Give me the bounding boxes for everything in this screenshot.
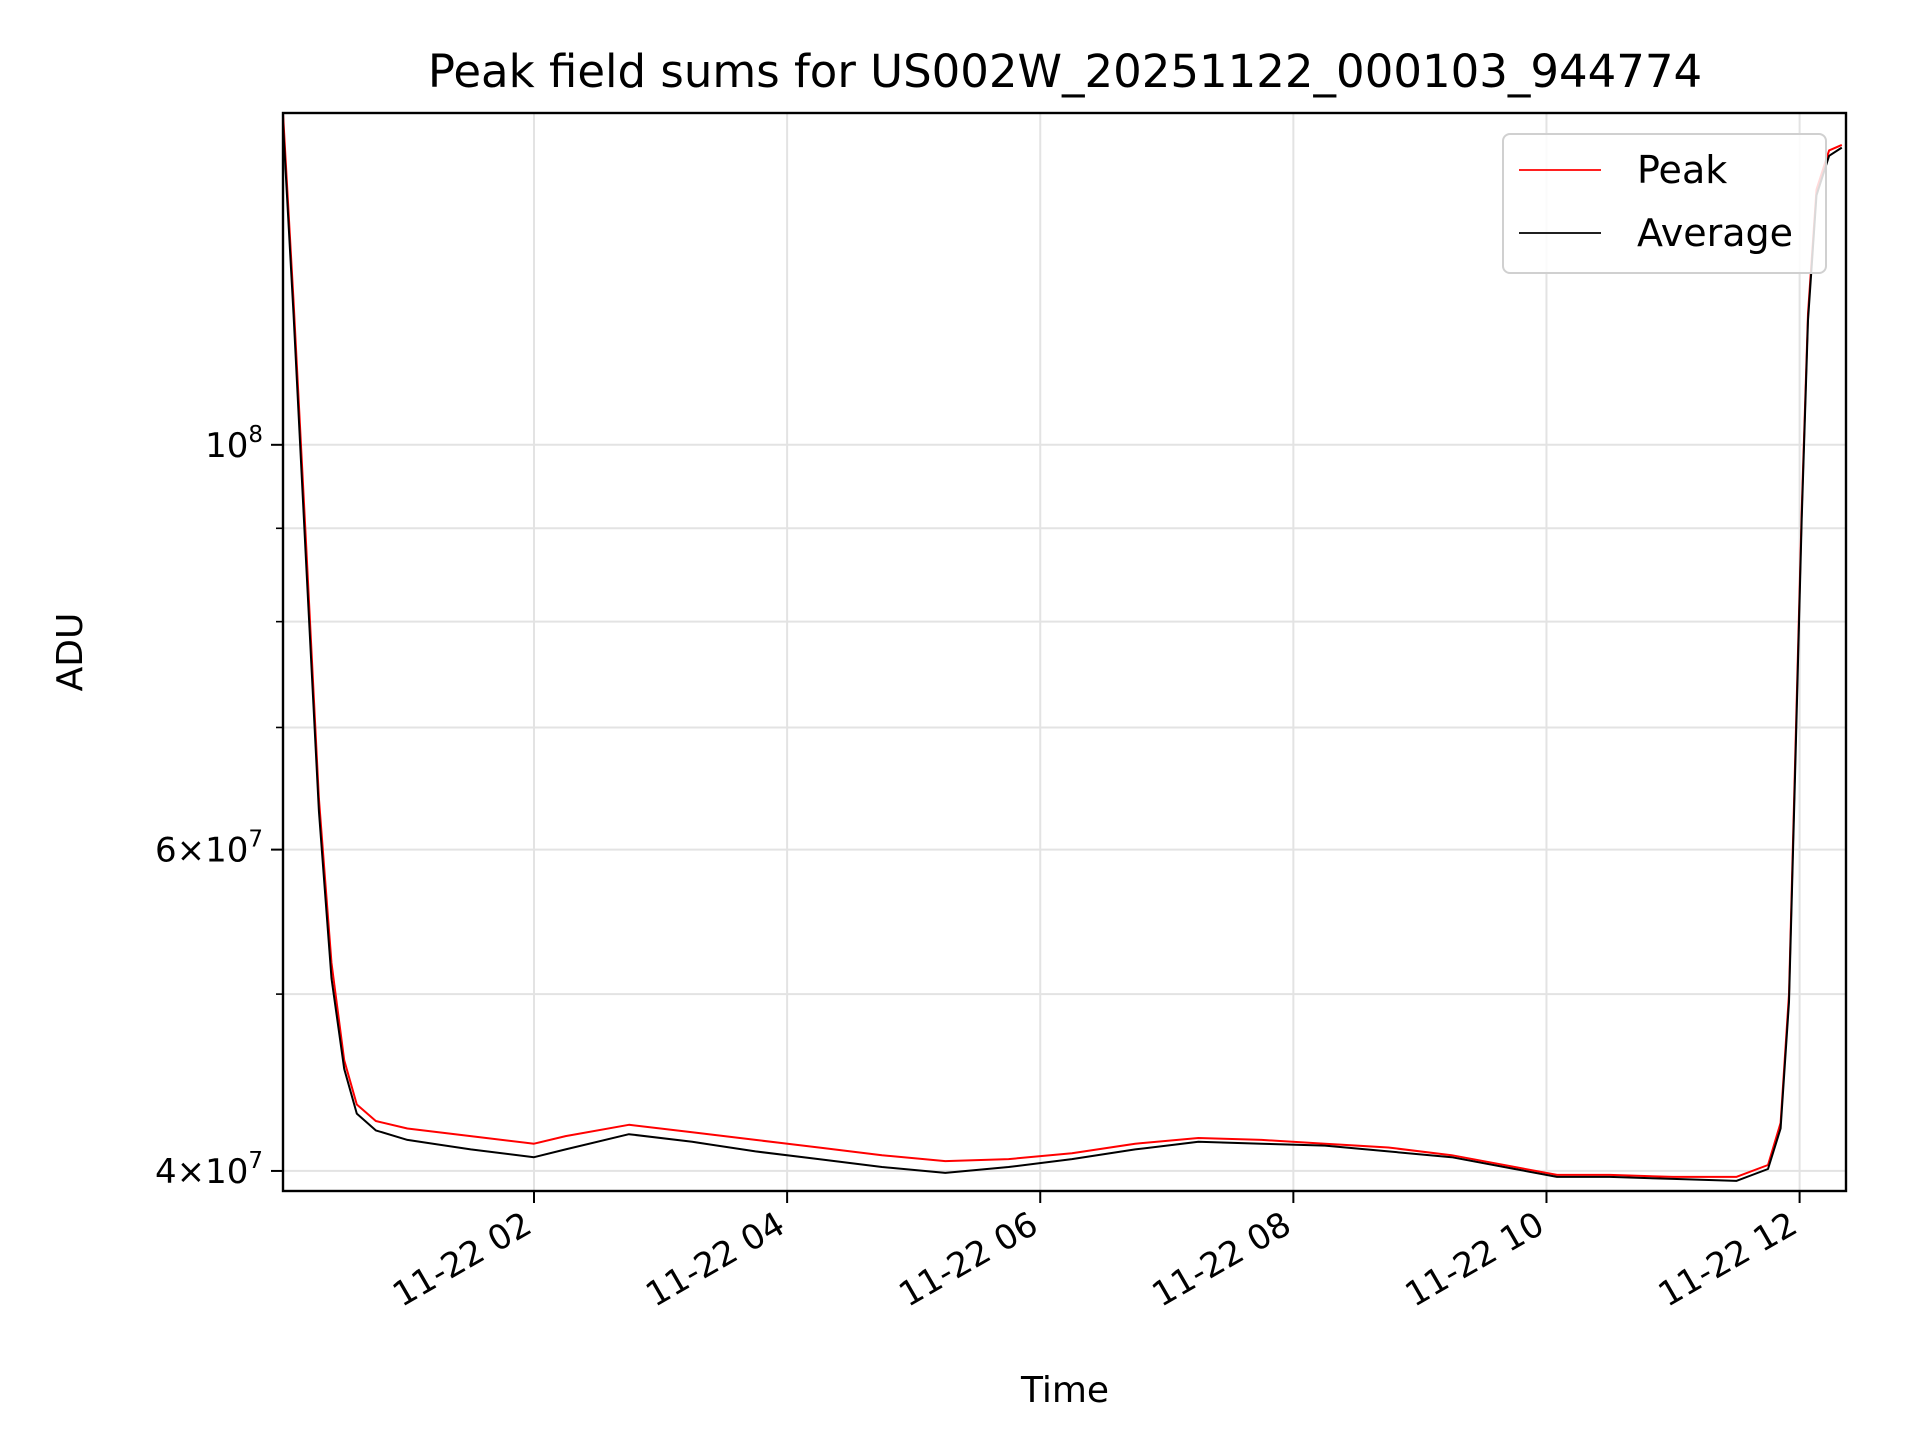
series-layer [283, 113, 1843, 1182]
series-line-average [283, 123, 1843, 1182]
grid-layer [283, 113, 1846, 1191]
legend: Peak Average [1502, 133, 1827, 274]
y-tick-label: 6×107 [155, 827, 263, 871]
x-axis-label: Time [1020, 1370, 1109, 1411]
chart-title: Peak field sums for US002W_20251122_0001… [428, 45, 1702, 98]
legend-box [1502, 133, 1827, 274]
y-axis: 108 6×107 4×107 [155, 422, 283, 1192]
y-tick-label: 108 [205, 422, 263, 466]
y-tick-label: 4×107 [155, 1148, 263, 1192]
y-axis-label: ADU [50, 613, 91, 692]
legend-label-peak: Peak [1637, 148, 1727, 192]
plot-frame [281, 111, 1848, 1193]
legend-label-average: Average [1637, 211, 1793, 255]
